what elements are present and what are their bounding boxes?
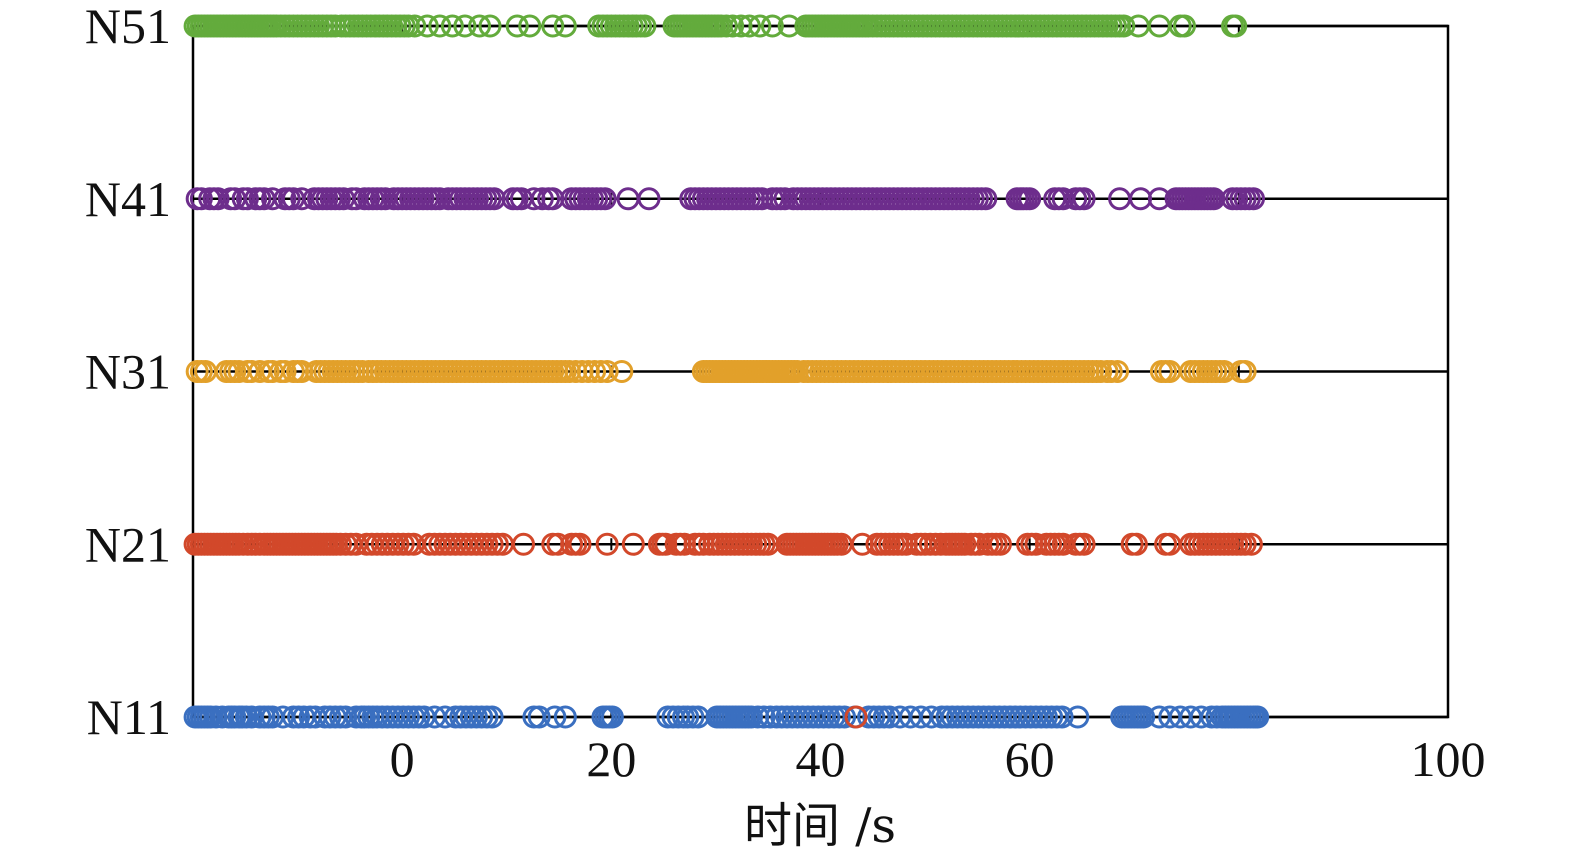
- spike-n11-132: [1050, 705, 1074, 729]
- x-tick-label-100: 100: [1411, 731, 1486, 787]
- spike-n51-101: [748, 14, 772, 38]
- spike-n11-133: [1066, 705, 1090, 729]
- x-tick-label-40: 40: [796, 731, 846, 787]
- spike-n21-181: [1239, 532, 1263, 556]
- x-tick-label-60: 60: [1005, 731, 1055, 787]
- spike-n41-1: [189, 187, 213, 211]
- spike-n51-102: [760, 14, 784, 38]
- spike-n41-4: [206, 187, 230, 211]
- y-axis-tick-labels: N11 N21 N31 N41 N51: [85, 0, 171, 745]
- spike-n31-84: [610, 360, 634, 383]
- spike-n51-97: [714, 14, 738, 38]
- y-tick-label-n11: N11: [87, 689, 171, 745]
- spike-n51-98: [721, 14, 745, 38]
- spike-n31-83: [595, 360, 619, 383]
- spike-marks: [183, 14, 1270, 729]
- spike-n31-187: [1089, 360, 1113, 383]
- spike-n51-66: [518, 14, 542, 38]
- spike-n41-176: [1241, 187, 1265, 211]
- spike-n41-143: [974, 187, 998, 211]
- spike-n51-61: [440, 14, 464, 38]
- spike-n31-13: [273, 360, 297, 383]
- spike-n51-58: [403, 14, 427, 38]
- y-tick-label-n51: N51: [85, 0, 171, 54]
- spike-n51-191: [1224, 14, 1248, 38]
- spike-n11-83: [752, 705, 776, 729]
- spike-n51-67: [541, 14, 565, 38]
- spike-n11-161: [1246, 705, 1270, 729]
- spike-n51-189: [1172, 14, 1196, 38]
- spike-n11-56: [527, 705, 551, 729]
- spike-n41-8: [235, 187, 259, 211]
- spike-n21-144: [953, 532, 977, 556]
- spike-n41-148: [1018, 187, 1042, 211]
- spike-n11-54: [480, 705, 504, 729]
- spike-n21-180: [1233, 532, 1257, 556]
- spike-n21-78: [568, 532, 592, 556]
- spike-n41-154: [1072, 187, 1096, 211]
- spike-n51-59: [415, 14, 439, 38]
- spike-n51-62: [453, 14, 477, 38]
- spike-n21-75: [546, 532, 570, 556]
- spike-n51-64: [478, 14, 502, 38]
- spike-n11-58: [553, 705, 577, 729]
- spike-n41-61: [530, 187, 554, 211]
- spike-n31-190: [1106, 360, 1130, 383]
- spike-n31-204: [1233, 360, 1257, 383]
- spike-n41-74: [637, 187, 661, 211]
- spike-n21-162: [1072, 532, 1096, 556]
- spike-n21-151: [988, 532, 1012, 556]
- spike-n11-141: [1132, 705, 1156, 729]
- spike-n21-73: [511, 532, 535, 556]
- spike-n11-84: [758, 705, 782, 729]
- y-tick-label-n31: N31: [85, 344, 171, 400]
- spike-n51-80: [633, 14, 657, 38]
- x-axis-title: 时间 /s: [744, 798, 896, 854]
- spike-n11-extra-0: [844, 705, 868, 729]
- spike-n51-63: [468, 14, 492, 38]
- spike-n31-189: [1099, 360, 1123, 383]
- spike-n51-60: [428, 14, 452, 38]
- spike-n11-57: [543, 705, 567, 729]
- x-axis-tick-labels: 0 20 40 60 100: [390, 731, 1486, 787]
- y-tick-label-n41: N41: [85, 171, 171, 227]
- x-tick-label-0: 0: [390, 731, 415, 787]
- spike-n31-81: [583, 360, 607, 383]
- spike-n51-68: [553, 14, 577, 38]
- spike-n51-100: [737, 14, 761, 38]
- spike-n11-98: [833, 705, 857, 729]
- x-tick-label-20: 20: [586, 731, 636, 787]
- spike-n51-185: [1112, 14, 1136, 38]
- spike-n21-80: [621, 532, 645, 556]
- y-tick-label-n21: N21: [85, 516, 171, 572]
- spike-n21-164: [1124, 532, 1148, 556]
- spike-n51-65: [505, 14, 529, 38]
- spike-n21-79: [595, 532, 619, 556]
- spike-n41-72: [593, 187, 617, 211]
- spike-n11-62: [600, 705, 624, 729]
